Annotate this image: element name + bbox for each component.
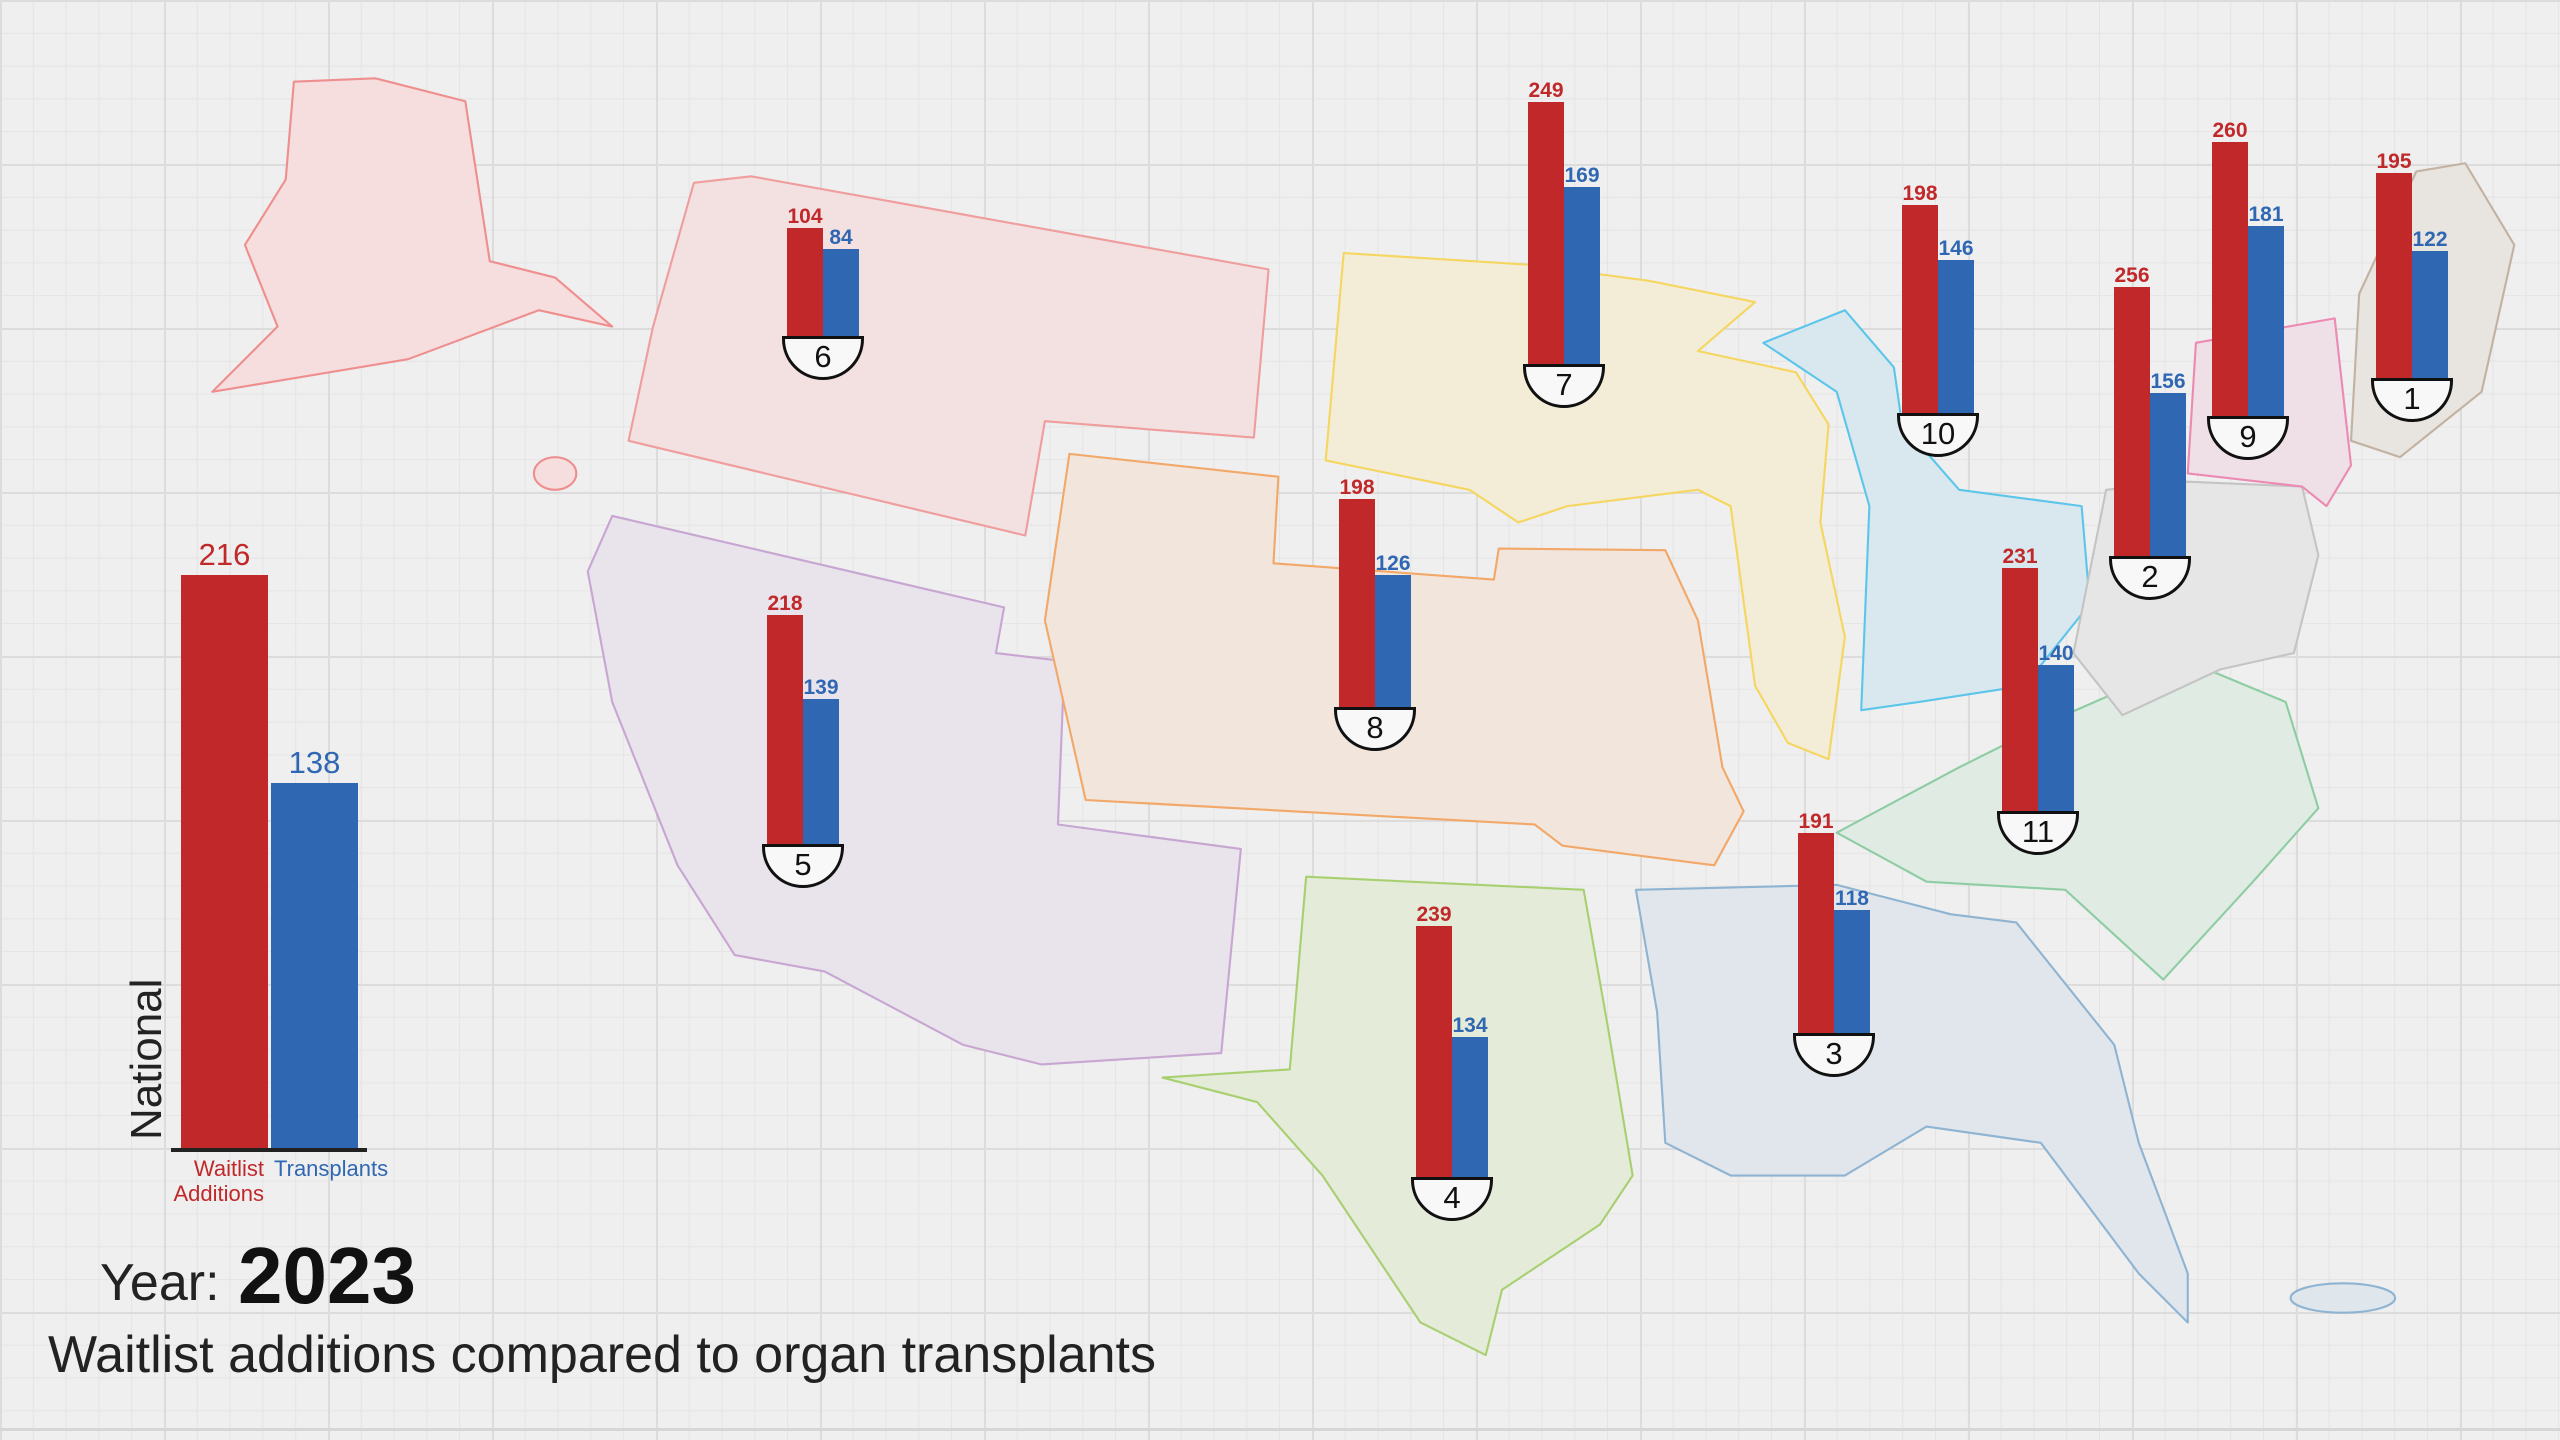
transplants-value: 140: [2038, 641, 2074, 665]
bottom-divider: [0, 1428, 2560, 1431]
waitlist-value: 198: [1339, 476, 1375, 500]
year-value: 2023: [238, 1231, 416, 1320]
region-4-shape: [1161, 875, 1634, 1357]
waitlist-value: 239: [1416, 902, 1452, 926]
transplants-bar: [1564, 186, 1600, 366]
transplants-value: 169: [1564, 163, 1600, 187]
transplants-value: 134: [1452, 1013, 1488, 1037]
transplants-value: 139: [803, 675, 839, 699]
transplants-bar: [1375, 575, 1411, 709]
transplants-value: 118: [1835, 886, 1869, 910]
year-label: Year:: [100, 1254, 220, 1312]
national-transplants-value: 138: [288, 744, 341, 780]
region-3-shape: [1634, 883, 2189, 1324]
national-axis-line: [171, 1148, 367, 1152]
transplants-value: 146: [1938, 237, 1974, 261]
transplants-bar: [1938, 260, 1974, 415]
transplants-value: 84: [829, 225, 853, 249]
waitlist-value: 249: [1528, 79, 1564, 103]
transplants-bar: [2248, 226, 2284, 418]
waitlist-bar: [2212, 142, 2248, 418]
transplants-bar: [2038, 664, 2074, 813]
transplants-bar: [1452, 1036, 1488, 1179]
legend-waitlist-line-1: Waitlist: [193, 1156, 264, 1181]
national-transplants-bar: [271, 782, 358, 1150]
region-2-shape: [2072, 480, 2320, 717]
waitlist-bar: [2376, 173, 2412, 380]
region-6-hawaii: [532, 456, 578, 491]
transplants-value: 181: [2248, 203, 2284, 227]
waitlist-bar: [767, 614, 803, 846]
region-5-shape: [586, 514, 1242, 1066]
national-waitlist-value: 216: [198, 537, 251, 573]
waitlist-value: 256: [2114, 263, 2150, 287]
legend-transplants: Transplants: [274, 1156, 389, 1181]
legend-waitlist-additions: Waitlist Additions: [158, 1156, 264, 1206]
waitlist-bar: [1339, 499, 1375, 709]
national-label: National: [122, 978, 171, 1140]
waitlist-value: 231: [2002, 545, 2038, 569]
waitlist-bar: [787, 227, 823, 338]
transplants-bar: [803, 698, 839, 846]
transplants-value: 122: [2412, 227, 2448, 251]
puerto-rico: [2289, 1282, 2397, 1314]
legend-waitlist-line-2: Additions: [173, 1181, 264, 1206]
region-7-shape: [1324, 252, 1846, 761]
transplants-value: 126: [1375, 552, 1411, 576]
waitlist-value: 198: [1902, 182, 1938, 206]
waitlist-value: 218: [767, 591, 803, 615]
waitlist-value: 260: [2212, 119, 2248, 143]
transplants-bar: [2412, 250, 2448, 380]
transplants-bar: [1834, 909, 1870, 1035]
region-6-alaska: [211, 77, 614, 393]
national-waitlist-bar: [181, 575, 268, 1150]
waitlist-bar: [1416, 925, 1452, 1179]
transplants-bar: [823, 248, 859, 338]
transplants-value: 156: [2150, 369, 2186, 393]
waitlist-bar: [1902, 205, 1938, 415]
transplants-bar: [2150, 392, 2186, 558]
chart-subtitle: Waitlist additions compared to organ tra…: [48, 1326, 1156, 1384]
waitlist-value: 104: [787, 204, 823, 228]
waitlist-bar: [2114, 286, 2150, 558]
waitlist-bar: [2002, 568, 2038, 813]
waitlist-bar: [1798, 832, 1834, 1035]
waitlist-value: 191: [1798, 809, 1834, 833]
waitlist-value: 195: [2376, 150, 2412, 174]
waitlist-bar: [1528, 102, 1564, 366]
